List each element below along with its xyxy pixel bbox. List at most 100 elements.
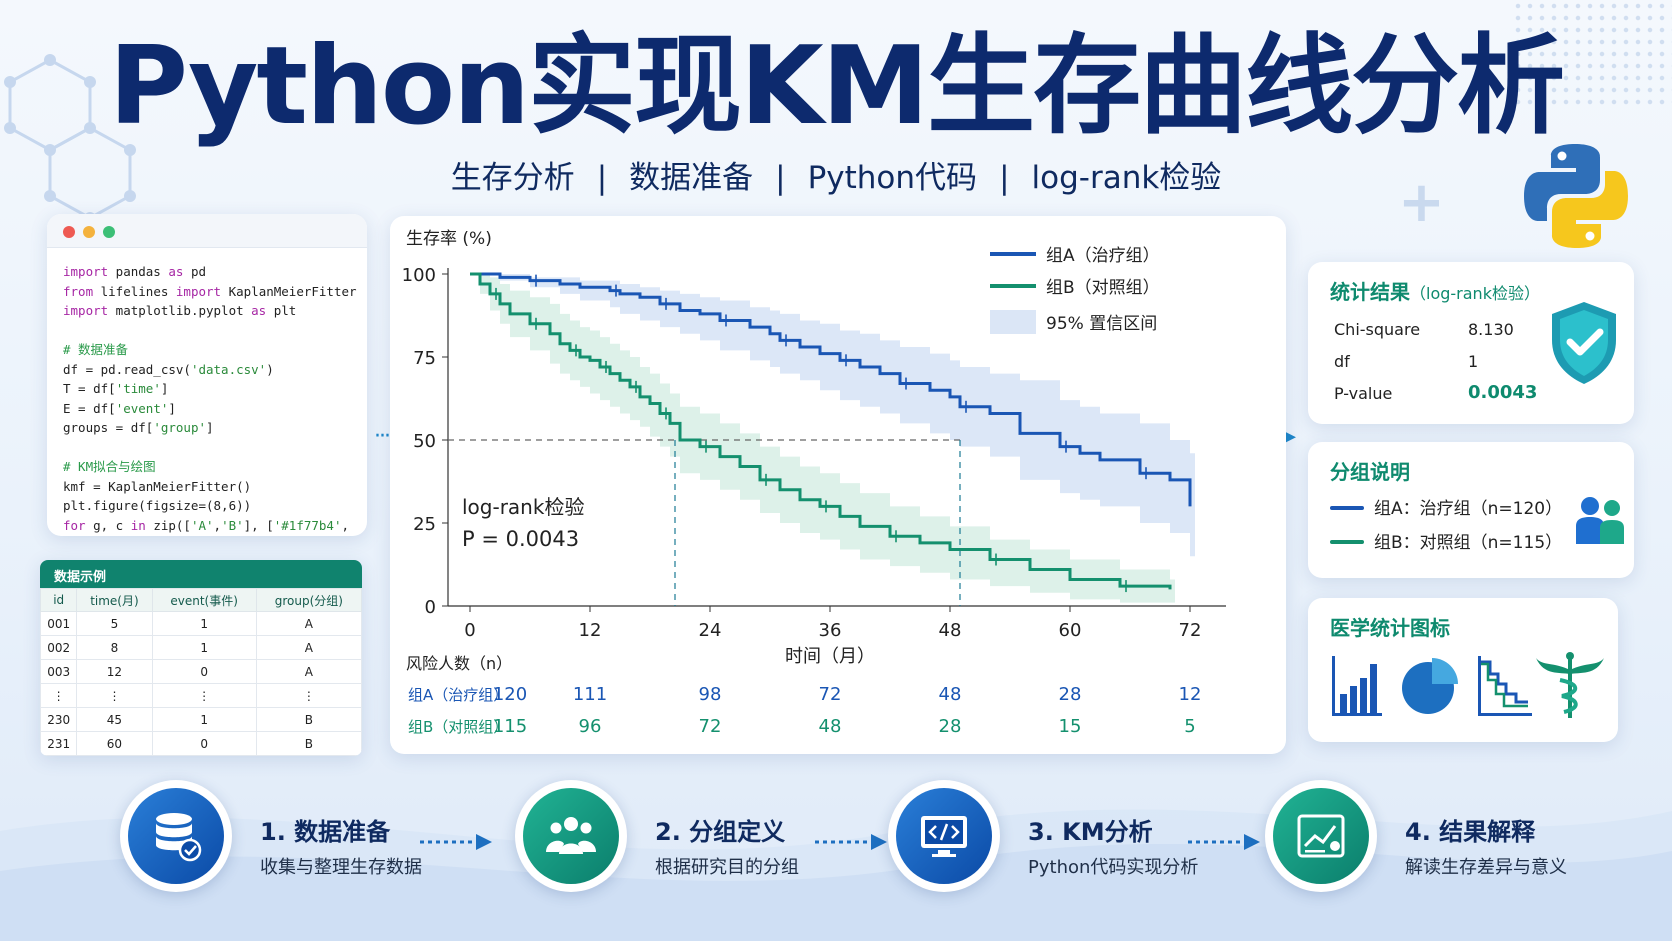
code-token: 'event' [115, 400, 169, 416]
step-title: 1. 数据准备 [260, 818, 391, 846]
table-cell: 1 [151, 635, 257, 660]
stat-label-df: df [1334, 352, 1350, 371]
km-survival-chart: 0 25 50 75 100 0 12 24 36 48 60 72 生存率 (%) 时间（月） 组A（治疗… [402, 229, 1226, 737]
x-tick-label: 36 [819, 620, 842, 641]
code-token: T = df[ [63, 381, 116, 396]
molecule-decoration [4, 54, 136, 224]
risk-value: 111 [573, 684, 607, 705]
stat-label-chi: Chi-square [1334, 320, 1421, 339]
risk-value: 96 [579, 716, 602, 737]
table-cell: 002 [40, 635, 78, 660]
step-circle-3[interactable] [888, 780, 1000, 892]
maximize-dot-icon[interactable] [103, 226, 115, 238]
code-token: kmf = KaplanMeierFitter() [63, 478, 252, 494]
code-token: ] [160, 381, 169, 396]
stats-title-small: （log-rank检验） [1410, 284, 1540, 303]
code-block: import pandas as pd from lifelines import… [47, 248, 367, 535]
x-axis-label: 时间（月） [785, 646, 875, 667]
table-cell: B [255, 731, 362, 756]
ci-band-b [470, 274, 1175, 603]
code-line: plt.figure(figsize=(8,6)) [63, 496, 367, 516]
table-cell: 12 [76, 659, 153, 684]
stat-label-p: P-value [1334, 384, 1393, 403]
stat-icon-row [1332, 652, 1604, 718]
icons-panel-title: 医学统计图标 [1330, 616, 1450, 640]
flow-arrow-icon [815, 834, 887, 850]
group-a-text: 组A：治疗组（n=120） [1374, 499, 1563, 519]
code-line [63, 321, 367, 341]
code-token: ] [206, 420, 214, 435]
code-token: , [213, 517, 222, 533]
risk-value: 28 [1059, 684, 1082, 705]
table-cell: ⋮ [151, 683, 257, 708]
y-tick-label: 25 [413, 514, 436, 535]
code-token: as [251, 303, 267, 318]
code-token: matplotlib.pyplot [108, 303, 252, 318]
y-tick-label: 75 [413, 348, 436, 369]
code-token [63, 440, 71, 455]
flow-arrow-icon [1188, 834, 1260, 850]
step-circle-4[interactable] [1265, 780, 1377, 892]
subtitle-item: 数据准备 [629, 160, 754, 196]
code-token: KaplanMeierFitter [221, 283, 357, 299]
table-cell: A [255, 635, 362, 660]
risk-value: 115 [493, 716, 527, 737]
pie-chart-icon [1402, 658, 1458, 714]
code-token: df = pd.read_csv( [63, 361, 191, 377]
code-token: E = df[ [63, 400, 116, 416]
code-line: import matplotlib.pyplot as plt [63, 301, 367, 321]
chart-report-icon [1273, 788, 1369, 884]
table-cell: A [255, 611, 362, 636]
stats-title-text: 统计结果 [1330, 280, 1410, 304]
code-line: for g, c in zip(['A','B'], ['#1f77b4', [63, 516, 367, 536]
survival-curve-icon [1478, 656, 1532, 716]
code-token: import [175, 283, 222, 299]
caduceus-icon [1536, 652, 1604, 718]
code-line: E = df['event'] [63, 399, 367, 419]
step-circle-1[interactable] [120, 780, 232, 892]
table-cell: 1 [151, 611, 257, 636]
risk-row-label: 组A（治疗组） [408, 686, 508, 704]
subtitle-item: log-rank检验 [1031, 160, 1222, 196]
subtitle-separator: | [775, 160, 786, 196]
y-axis-label: 生存率 (%) [406, 229, 492, 249]
group-description-panel: 分组说明 组A：治疗组（n=120） 组B：对照组（n=115） [1308, 442, 1634, 578]
step-description: 根据研究目的分组 [655, 857, 799, 878]
code-line: import pandas as pd [63, 262, 367, 282]
database-icon [128, 788, 224, 884]
people-group-icon [523, 788, 619, 884]
minimize-dot-icon[interactable] [83, 226, 95, 238]
table-cell: ⋮ [40, 683, 78, 708]
survival-curve-b [470, 272, 1172, 590]
logrank-annotation-title: log-rank检验 [462, 495, 584, 519]
code-line: T = df['time'] [63, 379, 367, 399]
table-cell: 5 [76, 611, 153, 636]
survival-curve-a [470, 272, 1192, 507]
risk-value: 5 [1184, 716, 1195, 737]
code-token: 'time' [115, 381, 161, 396]
step-circle-2[interactable] [515, 780, 627, 892]
code-token: 'data.csv' [190, 361, 267, 377]
code-token: pd [183, 264, 207, 279]
table-cell: A [255, 659, 362, 684]
code-line: groups = df['group'] [63, 418, 367, 438]
table-header-cell: event(事件) [151, 588, 257, 612]
data-table: id time(月) event(事件) group(分组) 001 5 1 A 002 8 1 A… [40, 588, 362, 756]
code-token: pandas [108, 264, 169, 279]
table-cell: 1 [151, 707, 257, 732]
code-token [63, 323, 71, 338]
bar-chart-icon [1332, 656, 1382, 716]
table-header-cell: group(分组) [255, 588, 362, 612]
code-token: as [168, 264, 184, 279]
code-token: 'A' [190, 517, 214, 533]
close-dot-icon[interactable] [63, 226, 75, 238]
legend-label-a: 组A（治疗组） [1046, 246, 1160, 266]
code-token: zip([ [145, 517, 191, 533]
table-cell: ⋮ [76, 683, 153, 708]
legend-ci-swatch [990, 310, 1036, 334]
risk-value: 72 [819, 684, 842, 705]
code-token: # KM拟合与绘图 [63, 459, 156, 474]
table-cell: 0 [151, 659, 257, 684]
stat-value-p: 0.0043 [1468, 382, 1538, 403]
plus-decoration: + [1398, 170, 1445, 235]
